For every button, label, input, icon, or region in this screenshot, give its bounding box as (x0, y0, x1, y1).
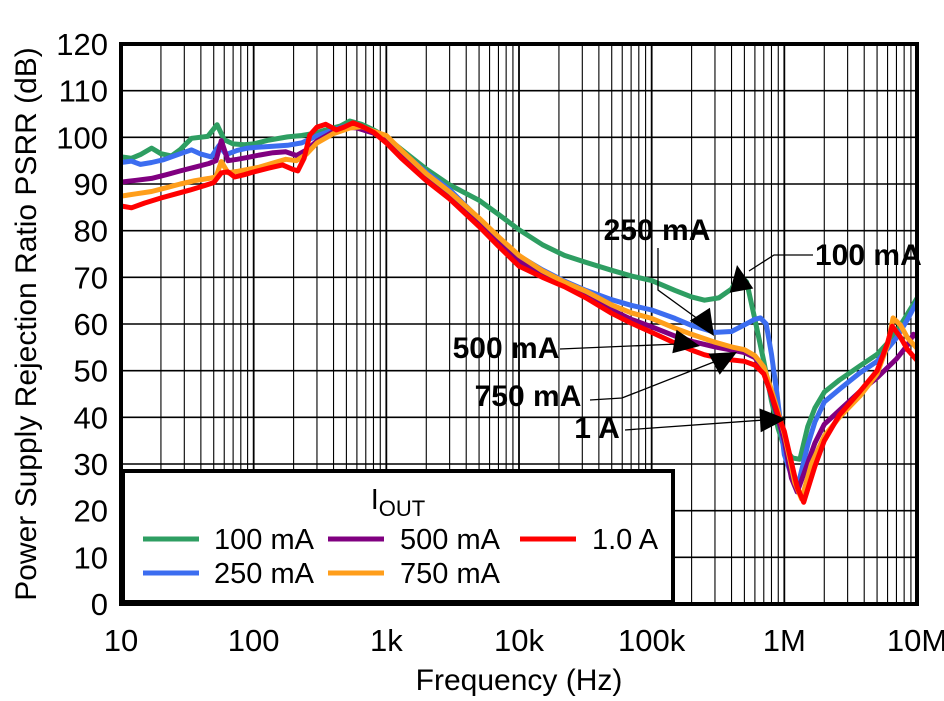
legend-title-main: I (371, 484, 379, 516)
y-tick-label: 70 (74, 260, 108, 295)
y-tick-label: 80 (74, 214, 108, 249)
legend-item-label: 100 mA (214, 524, 315, 556)
legend-box (121, 469, 675, 604)
legend-item-label: 500 mA (400, 524, 501, 556)
legend-item: 500 mA (328, 524, 501, 556)
y-tick-label: 30 (74, 447, 108, 482)
x-tick-label: 1k (370, 623, 403, 658)
x-tick-label: 10k (494, 623, 544, 658)
y-tick-label: 100 (56, 120, 108, 155)
annotation-arrow-icon (729, 265, 754, 293)
curve-100mA (121, 118, 917, 462)
y-axis-tick-labels: 0 10 20 30 40 50 60 70 80 90 100 110 120 (56, 27, 108, 622)
curve-annotations: 250 mA 100 mA 500 mA 750 mA1 A (453, 214, 922, 445)
legend-title: IOUT (371, 484, 426, 521)
x-tick-label: 1M (763, 623, 806, 658)
y-tick-label: 10 (74, 540, 108, 575)
curve-10A (121, 120, 917, 505)
annotation-leader-line (559, 343, 679, 350)
annotation-750mA: 750 mA (475, 352, 737, 413)
y-tick-label: 120 (56, 27, 108, 62)
x-axis-title: Frequency (Hz) (416, 664, 623, 697)
annotation-leader-line (657, 248, 703, 323)
y-tick-label: 90 (74, 167, 108, 202)
legend-title-subscript: OUT (379, 496, 425, 521)
annotation-arrow-icon (708, 352, 737, 375)
annotation-label: 1 A (574, 412, 620, 445)
curves (121, 118, 917, 505)
annotation-1A: 1 A (574, 408, 786, 445)
legend-item: 100 mA (143, 524, 315, 556)
x-tick-label: 100 (228, 623, 280, 658)
y-tick-label: 50 (74, 354, 108, 389)
legend-item: 750 mA (328, 558, 501, 590)
y-tick-label: 0 (91, 587, 108, 622)
annotation-100mA: 100 mA (729, 239, 922, 293)
x-tick-label: 10M (887, 623, 944, 658)
x-axis-tick-labels: 10 100 1k 10k 100k 1M 10M (104, 623, 944, 658)
annotation-label: 100 mA (815, 239, 922, 272)
legend-item: 250 mA (143, 558, 315, 590)
y-tick-label: 60 (74, 307, 108, 342)
legend-item: 1.0 A (520, 524, 659, 556)
y-tick-label: 110 (59, 74, 108, 109)
annotation-leader-line (624, 419, 765, 431)
annotation-250mA: 250 mA (604, 214, 714, 336)
annotation-leader-line (589, 357, 725, 401)
annotation-label: 750 mA (475, 380, 582, 413)
annotation-arrow-icon (759, 408, 786, 433)
y-axis-title: Power Supply Rejection Ratio PSRR (dB) (10, 47, 43, 601)
legend-item-label: 1.0 A (592, 524, 659, 556)
y-tick-label: 20 (74, 494, 108, 529)
annotation-arrow-icon (672, 329, 700, 354)
annotation-label: 500 mA (453, 332, 560, 365)
annotation-label: 250 mA (604, 214, 711, 247)
annotation-leader-line (748, 254, 813, 272)
x-tick-label: 100k (618, 623, 686, 658)
y-tick-label: 40 (74, 400, 108, 435)
annotation-500mA: 500 mA (453, 329, 700, 365)
curve-500mA (121, 124, 917, 495)
legend-item-label: 250 mA (214, 558, 315, 590)
annotation-arrow-icon (689, 307, 714, 336)
x-tick-label: 10 (104, 623, 138, 658)
legend-item-label: 750 mA (400, 558, 501, 590)
